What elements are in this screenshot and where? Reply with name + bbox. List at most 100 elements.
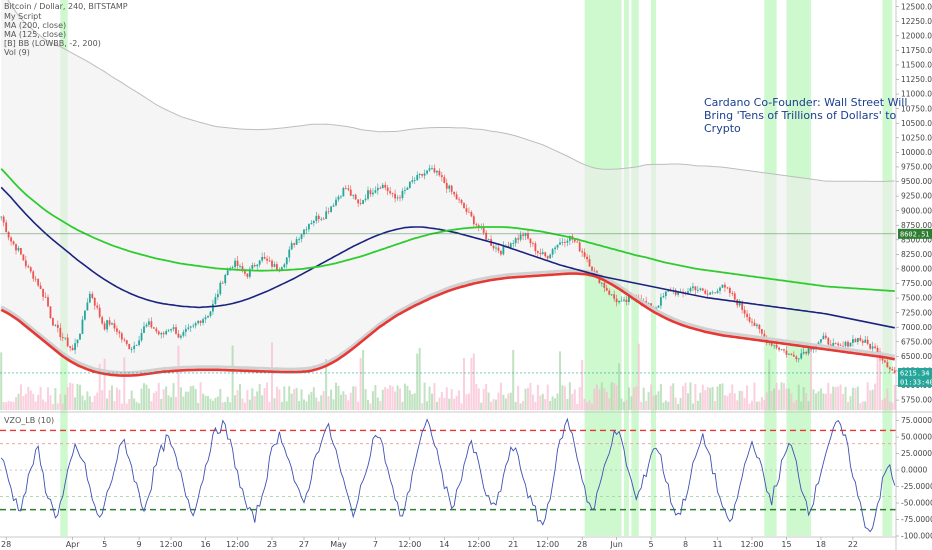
volume-bar [866, 382, 869, 410]
volume-bar [325, 358, 328, 410]
candle-body [677, 292, 680, 295]
volume-bar [278, 389, 281, 410]
candle-body [157, 331, 160, 335]
candle-body [266, 258, 268, 261]
candle-body [603, 282, 606, 288]
time-tick-label: 12:00 [467, 540, 490, 549]
volume-bar [271, 342, 273, 410]
volume-bar [647, 392, 650, 410]
price-tick-label: 7500.00 [901, 294, 932, 303]
volume-bar [175, 397, 177, 410]
candle-body [175, 327, 177, 334]
osc-tick-label: 0.0000 [901, 466, 927, 475]
candle-body [381, 184, 384, 189]
volume-bar [881, 399, 884, 410]
candle-body [391, 193, 394, 195]
candle-body [692, 286, 694, 289]
volume-bar [832, 386, 835, 410]
volume-bar [224, 401, 227, 410]
volume-bar [470, 357, 473, 410]
osc-tick-label: -100.0000 [901, 532, 932, 541]
volume-bar [795, 399, 798, 410]
volume-bar [322, 390, 325, 410]
legend-line-vol: Vol (9) [4, 48, 30, 57]
news-line-3: Crypto [704, 122, 741, 135]
volume-bar [822, 393, 825, 410]
candle-body [778, 347, 780, 350]
price-tag-label: 01:33:40 [900, 378, 932, 386]
price-tick-label: 9000.00 [901, 206, 932, 215]
volume-bar [544, 399, 547, 410]
candle-body [261, 257, 264, 261]
candle-body [824, 335, 827, 338]
candle-body [844, 341, 847, 346]
legend-line-ma125: MA (125, close) [4, 30, 66, 39]
candle-body [320, 218, 323, 220]
volume-bar [221, 402, 224, 410]
candle-body [106, 320, 108, 330]
volume-bar [716, 386, 719, 410]
time-tick-label: Jun [609, 540, 623, 549]
volume-bar [376, 397, 379, 410]
candle-body [423, 173, 426, 176]
candle-body [544, 252, 547, 257]
volume-bar [502, 394, 505, 410]
volume-bar [143, 383, 145, 410]
candle-body [101, 317, 104, 324]
candle-body [374, 190, 377, 193]
candle-body [876, 347, 879, 355]
news-line-1: Cardano Co-Founder: Wall Street Will [704, 96, 907, 109]
volume-bar [625, 400, 628, 410]
volume-bar [509, 392, 512, 410]
volume-bar [111, 385, 113, 410]
price-tick-label: 10500.00 [901, 119, 932, 128]
candle-body [42, 288, 44, 297]
candle-body [170, 329, 172, 331]
candle-body [522, 234, 524, 236]
volume-bar [130, 390, 133, 410]
volume-bar [507, 393, 510, 410]
candle-body [487, 239, 490, 240]
candle-body [285, 257, 288, 265]
volume-bar [357, 401, 360, 410]
candle-body [20, 247, 22, 255]
volume-bar [450, 389, 453, 410]
volume-bar [285, 401, 288, 410]
volume-bar [81, 395, 84, 410]
candle-body [874, 346, 876, 348]
osc-tick-label: -50.0000 [901, 499, 932, 508]
candle-body [248, 268, 251, 277]
volume-bar [566, 398, 569, 410]
candle-body [448, 185, 451, 189]
candle-body [455, 194, 458, 200]
candle-body [711, 292, 714, 294]
volume-bar [824, 393, 827, 410]
time-tick-label: 16 [200, 540, 210, 549]
candle-body [891, 369, 894, 371]
volume-bar [433, 383, 436, 410]
volume-bar [69, 382, 72, 410]
candle-body [123, 339, 126, 341]
candle-body [440, 175, 443, 178]
volume-bar [204, 395, 207, 410]
volume-bar [539, 395, 542, 410]
volume-bar [829, 393, 832, 410]
volume-bar [108, 390, 111, 410]
candle-body [86, 302, 89, 311]
candle-body [608, 290, 611, 295]
price-tick-label: 12250.00 [901, 17, 932, 26]
volume-bar [384, 387, 387, 410]
candle-body [738, 302, 741, 306]
volume-bar [416, 353, 419, 410]
candle-body [460, 200, 463, 204]
candle-body [554, 247, 556, 250]
candle-body [664, 291, 667, 297]
candle-body [418, 173, 421, 176]
volume-bar [812, 389, 815, 410]
candle-body [586, 256, 588, 260]
lowbb-shadow-line [0, 269, 896, 375]
volume-bar [42, 399, 45, 410]
candle-body [155, 328, 158, 332]
candle-body [502, 245, 505, 255]
price-tick-label: 9750.00 [901, 163, 932, 172]
